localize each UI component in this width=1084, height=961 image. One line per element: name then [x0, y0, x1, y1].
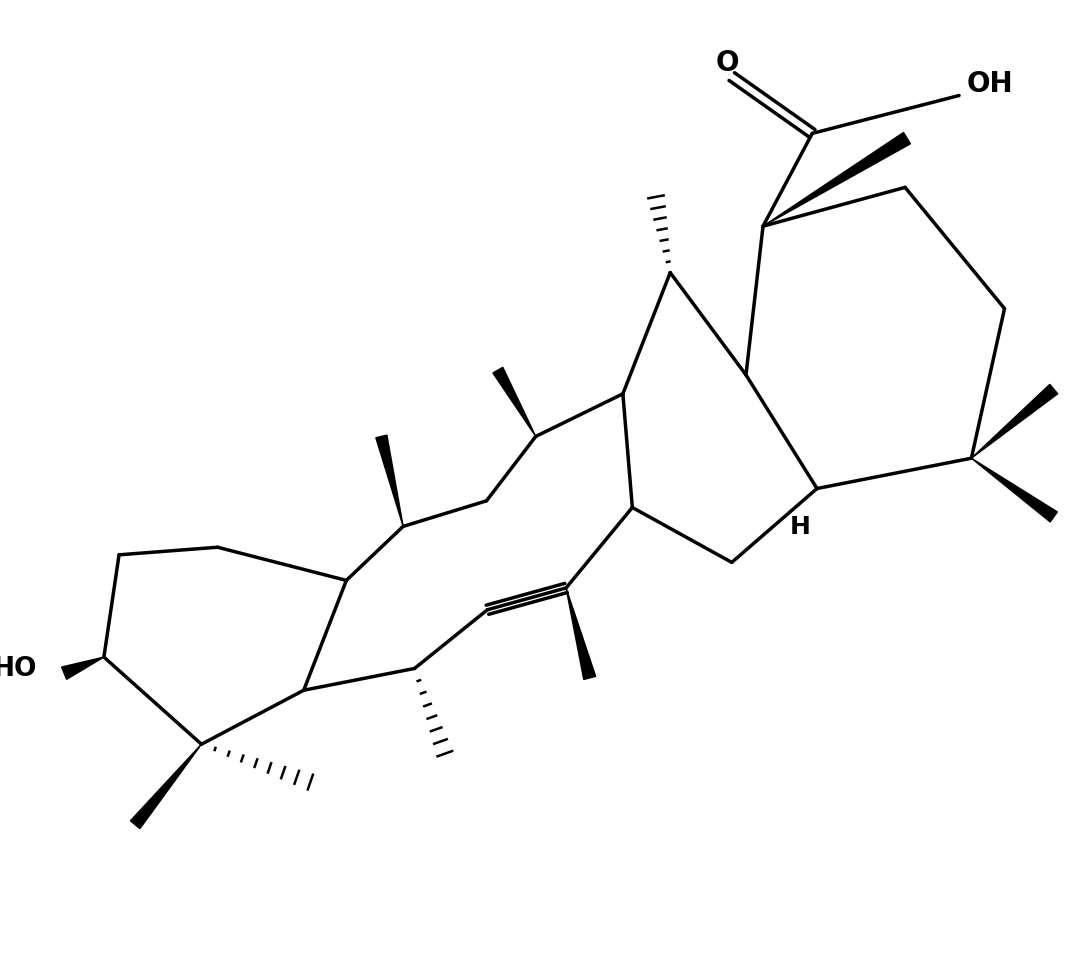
Text: O: O	[715, 49, 739, 77]
Polygon shape	[763, 134, 911, 227]
Polygon shape	[971, 385, 1058, 458]
Text: HO: HO	[0, 655, 37, 681]
Polygon shape	[566, 588, 596, 679]
Polygon shape	[971, 458, 1057, 523]
Polygon shape	[376, 435, 403, 527]
Polygon shape	[62, 657, 104, 679]
Text: OH: OH	[967, 70, 1014, 98]
Polygon shape	[130, 745, 202, 828]
Polygon shape	[493, 368, 535, 437]
Text: H: H	[789, 515, 811, 539]
